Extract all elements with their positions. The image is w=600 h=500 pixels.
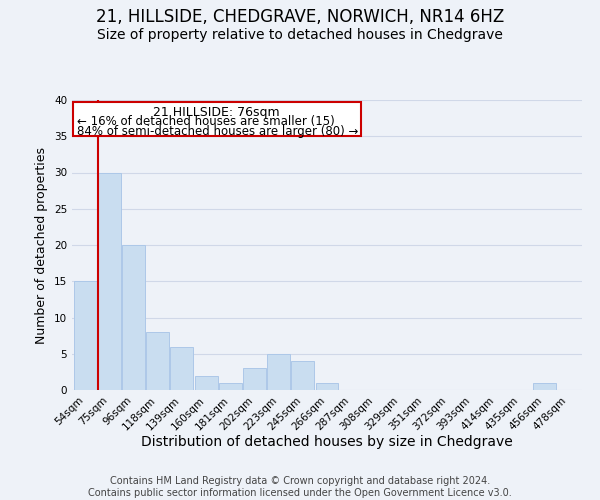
Text: Contains HM Land Registry data © Crown copyright and database right 2024.: Contains HM Land Registry data © Crown c…: [110, 476, 490, 486]
Bar: [146, 332, 169, 390]
Bar: [292, 361, 314, 390]
Text: Size of property relative to detached houses in Chedgrave: Size of property relative to detached ho…: [97, 28, 503, 42]
Text: ← 16% of detached houses are smaller (15): ← 16% of detached houses are smaller (15…: [77, 115, 334, 128]
Bar: [194, 376, 218, 390]
Bar: [170, 346, 193, 390]
Text: 21, HILLSIDE, CHEDGRAVE, NORWICH, NR14 6HZ: 21, HILLSIDE, CHEDGRAVE, NORWICH, NR14 6…: [96, 8, 504, 26]
Text: Contains public sector information licensed under the Open Government Licence v3: Contains public sector information licen…: [88, 488, 512, 498]
Bar: [122, 245, 145, 390]
Bar: [98, 172, 121, 390]
Y-axis label: Number of detached properties: Number of detached properties: [35, 146, 49, 344]
Bar: [243, 368, 266, 390]
FancyBboxPatch shape: [73, 102, 361, 136]
Bar: [533, 383, 556, 390]
Bar: [219, 383, 242, 390]
Bar: [267, 354, 290, 390]
Text: Distribution of detached houses by size in Chedgrave: Distribution of detached houses by size …: [141, 435, 513, 449]
Bar: [74, 281, 97, 390]
Text: 84% of semi-detached houses are larger (80) →: 84% of semi-detached houses are larger (…: [77, 124, 358, 138]
Text: 21 HILLSIDE: 76sqm: 21 HILLSIDE: 76sqm: [153, 106, 280, 118]
Bar: [316, 383, 338, 390]
